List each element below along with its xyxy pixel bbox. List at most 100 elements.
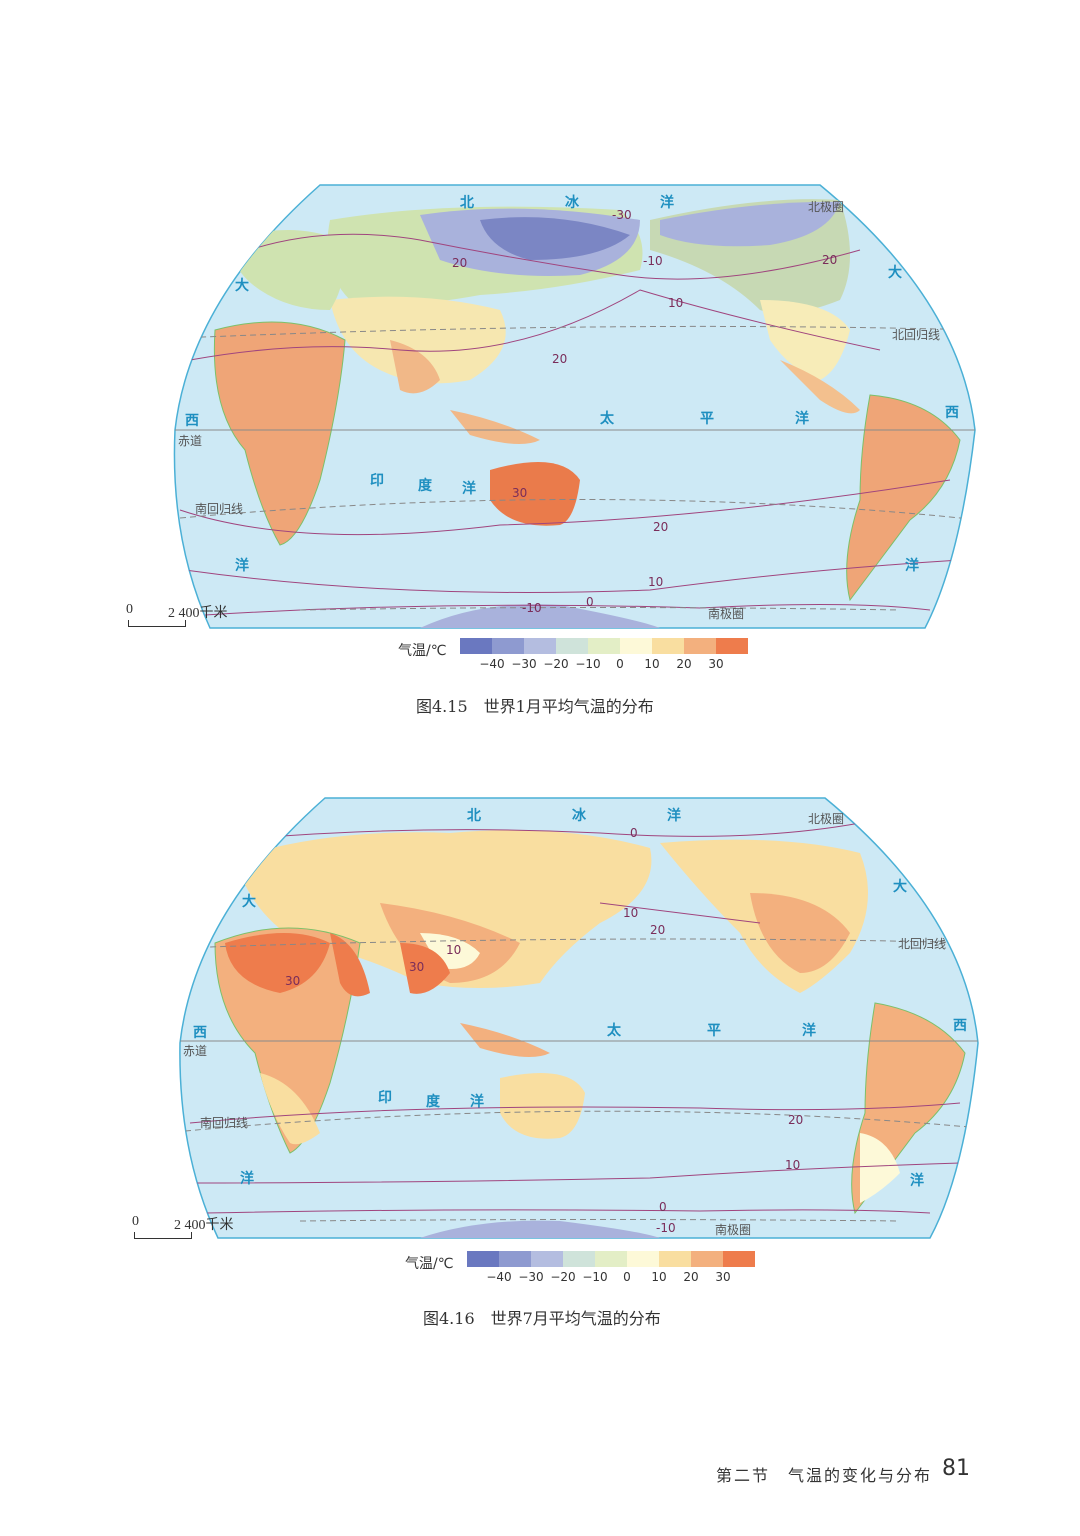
legend-tick: −20	[550, 1270, 576, 1284]
indian-label-3: 洋	[470, 1094, 484, 1110]
isotherm-label: 20	[650, 923, 666, 937]
legend-tick: 30	[708, 657, 724, 671]
legend-tick: 0	[623, 1270, 631, 1284]
indian-label-3: 洋	[462, 481, 476, 497]
indian-label-1: 印	[370, 473, 384, 489]
isotherm-label: -10	[643, 254, 663, 268]
legend-swatch	[467, 1251, 499, 1267]
legend-tick: 10	[651, 1270, 667, 1284]
scale-bar	[128, 620, 186, 627]
tropic-south-label: 南回归线	[195, 502, 244, 516]
north-ice-label-3: 洋	[667, 808, 681, 824]
atlantic-west-label-2: 西	[193, 1025, 207, 1041]
map-january: 北 冰 洋 北极圈 大 西 洋 大 西 洋 太 平 洋 印 度 洋 北回归线 赤…	[0, 180, 1080, 640]
indian-label-1: 印	[378, 1090, 392, 1106]
legend-swatch	[595, 1251, 627, 1267]
tropic-north-label: 北回归线	[892, 328, 941, 342]
legend-swatch	[460, 638, 492, 654]
legend-tick: 20	[683, 1270, 699, 1284]
atlantic-east-label-3: 洋	[905, 558, 919, 574]
legend-tick: −30	[518, 1270, 544, 1284]
arctic-circle-label: 北极圈	[808, 200, 845, 214]
north-ice-label-2: 冰	[572, 808, 586, 824]
north-ice-label-1: 北	[460, 195, 474, 211]
antarctic-circle-label: 南极圈	[708, 607, 745, 621]
pacific-label-3: 洋	[802, 1023, 816, 1039]
legend-swatch	[652, 638, 684, 654]
isotherm-label: 0	[630, 826, 638, 840]
legend-swatch	[524, 638, 556, 654]
isotherm-label: 10	[668, 296, 684, 310]
legend-swatch	[492, 638, 524, 654]
isotherm-label: 30	[409, 960, 425, 974]
isotherm-label: 20	[788, 1113, 804, 1127]
north-ice-label-1: 北	[467, 808, 481, 824]
map-july-graphic	[179, 797, 979, 1239]
atlantic-west-label-2: 西	[185, 413, 199, 429]
scale-distance: 2 400千米	[168, 606, 228, 621]
isotherm-label: 0	[659, 1200, 667, 1214]
scale-zero: 0	[126, 602, 133, 617]
isotherm-label: 10	[785, 1158, 801, 1172]
figure-caption-july: 图4.16 世界7月平均气温的分布	[423, 1309, 661, 1328]
atlantic-east-label-1: 大	[893, 879, 907, 895]
atlantic-west-label-1: 大	[242, 894, 256, 910]
legend-january: 气温/℃ −40 −30 −20 −10 0 10 20 30	[0, 636, 1080, 676]
isotherm-label: 10	[446, 943, 462, 957]
equator-label: 赤道	[183, 1044, 208, 1058]
atlantic-east-label-3: 洋	[910, 1173, 924, 1189]
legend-swatch	[620, 638, 652, 654]
legend-tick: −10	[575, 657, 601, 671]
page-number: 81	[942, 1456, 970, 1481]
north-ice-label-2: 冰	[565, 195, 579, 211]
isotherm-label: 20	[822, 253, 838, 267]
legend-tick: 30	[715, 1270, 731, 1284]
atlantic-east-label-1: 大	[888, 265, 902, 281]
map-july: 北 冰 洋 北极圈 大 西 洋 大 西 洋 太 平 洋 印 度 洋 北回归线 赤…	[0, 793, 1080, 1253]
legend-swatch	[627, 1251, 659, 1267]
isotherm-label: -10	[656, 1221, 676, 1235]
pacific-label-1: 太	[607, 1023, 621, 1039]
atlantic-west-label-3: 洋	[240, 1171, 254, 1187]
indian-label-2: 度	[418, 478, 432, 494]
legend-tick: 10	[644, 657, 660, 671]
isotherm-label: 10	[648, 575, 664, 589]
legend-tick: 20	[676, 657, 692, 671]
isotherm-label: 20	[552, 352, 568, 366]
legend-tick: 0	[616, 657, 624, 671]
atlantic-west-label-3: 洋	[235, 558, 249, 574]
equator-label: 赤道	[178, 434, 203, 448]
legend-tick: −20	[543, 657, 569, 671]
pacific-label-2: 平	[700, 411, 714, 427]
isotherm-label: 20	[452, 256, 468, 270]
atlantic-west-label-1: 大	[235, 278, 249, 294]
legend-swatch	[563, 1251, 595, 1267]
pacific-label-1: 太	[600, 411, 614, 427]
isotherm-label: -30	[612, 208, 632, 222]
legend-swatch	[684, 638, 716, 654]
section-footer: 第二节 气温的变化与分布	[715, 1466, 932, 1485]
map-january-graphic	[173, 184, 976, 629]
isotherm-label: -10	[522, 601, 542, 615]
antarctic-circle-label: 南极圈	[715, 1223, 752, 1237]
indian-label-2: 度	[426, 1094, 440, 1110]
pacific-label-3: 洋	[795, 411, 809, 427]
legend-swatch	[531, 1251, 563, 1267]
legend-swatch	[556, 638, 588, 654]
scale-zero: 0	[132, 1214, 139, 1229]
legend-title: 气温/℃	[405, 1256, 454, 1272]
atlantic-east-label-2: 西	[945, 405, 959, 421]
legend-swatch	[659, 1251, 691, 1267]
scale-distance: 2 400千米	[174, 1218, 234, 1233]
figure-caption-january: 图4.15 世界1月平均气温的分布	[416, 697, 654, 716]
isotherm-label: 30	[285, 974, 301, 988]
north-ice-label-3: 洋	[660, 195, 674, 211]
legend-swatch	[716, 638, 748, 654]
isotherm-label: 20	[653, 520, 669, 534]
isotherm-label: 0	[586, 595, 594, 609]
legend-swatch	[691, 1251, 723, 1267]
isotherm-label: 30	[512, 486, 528, 500]
isotherm-label: 10	[623, 906, 639, 920]
legend-title: 气温/℃	[398, 643, 447, 659]
scale-bar	[134, 1232, 192, 1239]
